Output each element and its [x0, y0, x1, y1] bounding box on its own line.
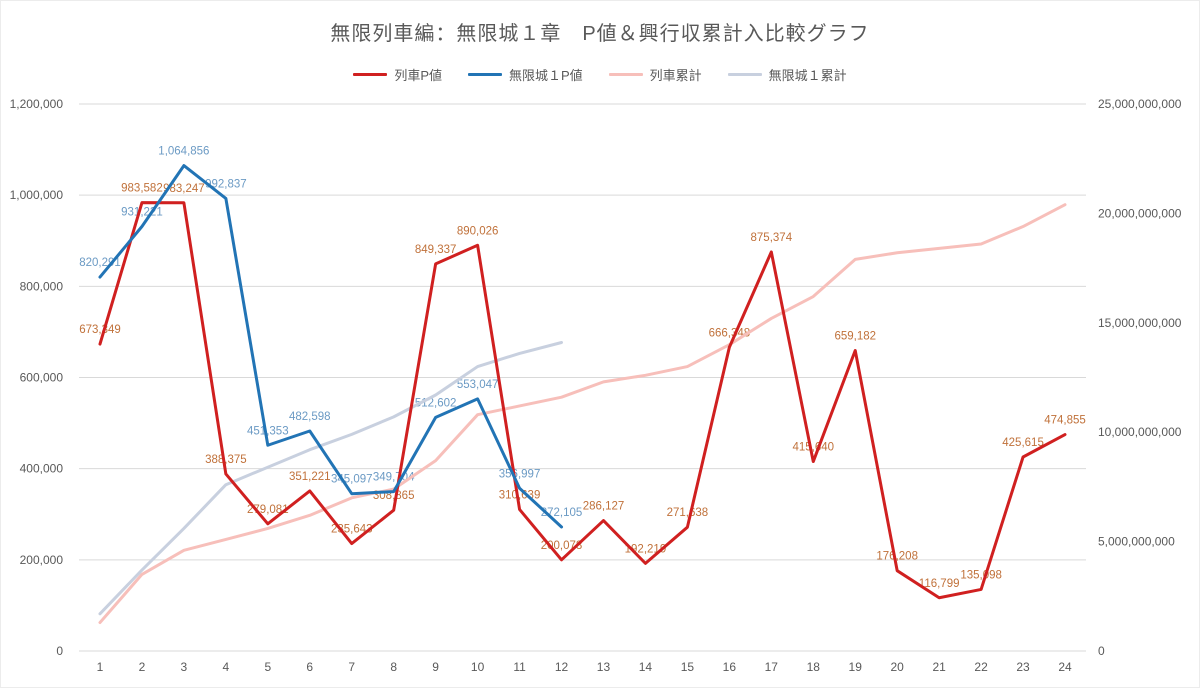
series-line-1 — [98, 201, 1067, 600]
x-axis-tick-label: 18 — [807, 660, 821, 674]
data-label-series-1: 666,348 — [709, 327, 751, 339]
data-label-series-2: 992,837 — [205, 178, 247, 190]
left-axis-tick-label: 600,000 — [20, 371, 64, 385]
data-label-series-2: 451,353 — [247, 425, 289, 437]
x-axis-tick-label: 14 — [639, 660, 653, 674]
x-axis-tick-label: 5 — [264, 660, 271, 674]
data-label-series-2: 482,598 — [289, 411, 331, 423]
x-axis-tick-label: 12 — [555, 660, 569, 674]
legend-label: 列車累計 — [649, 68, 702, 83]
right-axis-tick-label: 0 — [1098, 644, 1105, 658]
x-axis-tick-label: 3 — [181, 660, 188, 674]
data-label-series-2: 345,097 — [331, 474, 373, 486]
right-axis-tick-label: 5,000,000,000 — [1098, 535, 1175, 549]
x-axis-tick-label: 20 — [891, 660, 905, 674]
series-line-3 — [98, 203, 1067, 625]
legend-line-swatch-icon — [353, 73, 388, 76]
legend-item-3: 列車累計 — [608, 65, 702, 84]
x-axis-tick-label: 23 — [1016, 660, 1030, 674]
legend-line-swatch-icon — [467, 73, 502, 76]
left-axis-tick-label: 0 — [56, 644, 63, 658]
x-axis-tick-label: 8 — [390, 660, 397, 674]
data-label-series-1: 176,208 — [876, 551, 918, 563]
x-axis-tick-label: 10 — [471, 660, 485, 674]
legend-label: 無限城１P値 — [508, 68, 583, 83]
legend-item-4: 無限城１累計 — [727, 65, 847, 84]
data-label-series-2: 356,997 — [499, 468, 541, 480]
legend-item-1: 列車P値 — [353, 65, 442, 84]
data-label-series-1: 286,127 — [583, 501, 625, 513]
left-axis-tick-label: 1,000,000 — [10, 188, 64, 202]
data-label-series-1: 388,375 — [205, 454, 247, 466]
data-label-series-1: 673,349 — [79, 324, 121, 336]
x-axis-tick-label: 7 — [348, 660, 355, 674]
data-label-series-1: 135,098 — [960, 569, 1002, 581]
legend-label: 列車P値 — [394, 68, 442, 83]
x-axis-tick-label: 1 — [97, 660, 104, 674]
data-label-series-2: 553,047 — [457, 379, 499, 391]
data-label-series-1: 351,221 — [289, 471, 331, 483]
x-axis-tick-label: 9 — [432, 660, 439, 674]
right-axis-tick-label: 20,000,000,000 — [1098, 206, 1182, 220]
x-axis-tick-label: 21 — [932, 660, 946, 674]
x-axis-tick-label: 19 — [849, 660, 863, 674]
left-axis-tick-label: 200,000 — [20, 553, 64, 567]
chart-title: 無限列車編：無限城１章 P値＆興行収累計入比較グラフ — [330, 23, 870, 45]
data-label-series-1: 983,247 — [163, 183, 205, 195]
data-label-series-1: 849,337 — [415, 244, 457, 256]
legend-item-2: 無限城１P値 — [467, 65, 583, 84]
data-label-series-1: 310,639 — [499, 489, 541, 501]
data-label-series-1: 116,799 — [919, 578, 960, 590]
data-label-series-1: 474,855 — [1044, 415, 1086, 427]
series-line-4 — [98, 340, 564, 616]
x-axis-tick-label: 24 — [1058, 660, 1072, 674]
x-axis-tick-label: 15 — [681, 660, 695, 674]
legend: 列車P値 無限城１P値 列車累計 無限城１累計 — [1, 65, 1199, 84]
x-axis-tick-label: 11 — [513, 660, 526, 674]
x-axis-tick-label: 17 — [765, 660, 779, 674]
data-label-series-1: 659,182 — [834, 331, 876, 343]
data-label-series-1: 271,638 — [667, 507, 709, 519]
x-axis-tick-label: 22 — [974, 660, 988, 674]
left-axis-tick-label: 400,000 — [20, 462, 64, 476]
data-label-series-2: 931,221 — [121, 207, 163, 219]
x-axis-tick-label: 13 — [597, 660, 611, 674]
data-label-series-1: 890,026 — [457, 225, 499, 237]
x-axis-tick-label: 4 — [223, 660, 230, 674]
right-axis-tick-label: 25,000,000,000 — [1098, 97, 1182, 111]
data-label-series-1: 425,615 — [1002, 437, 1044, 449]
left-axis-tick-label: 1,200,000 — [10, 97, 64, 111]
legend-label: 無限城１累計 — [768, 68, 847, 83]
x-axis-tick-label: 2 — [139, 660, 146, 674]
right-axis-tick-label: 15,000,000,000 — [1098, 316, 1182, 330]
legend-line-swatch-icon — [608, 73, 643, 76]
series-line-2 — [98, 164, 564, 529]
x-axis-tick-label: 6 — [306, 660, 313, 674]
legend-line-swatch-icon — [727, 73, 762, 76]
x-axis-tick-label: 16 — [723, 660, 737, 674]
data-label-series-1: 875,374 — [751, 232, 793, 244]
data-label-series-1: 983,582 — [121, 183, 163, 195]
data-label-series-2: 1,064,856 — [158, 146, 209, 158]
data-label-series-1: 415,640 — [792, 442, 834, 454]
left-axis-tick-label: 800,000 — [20, 279, 64, 293]
right-axis-tick-label: 10,000,000,000 — [1098, 425, 1182, 439]
